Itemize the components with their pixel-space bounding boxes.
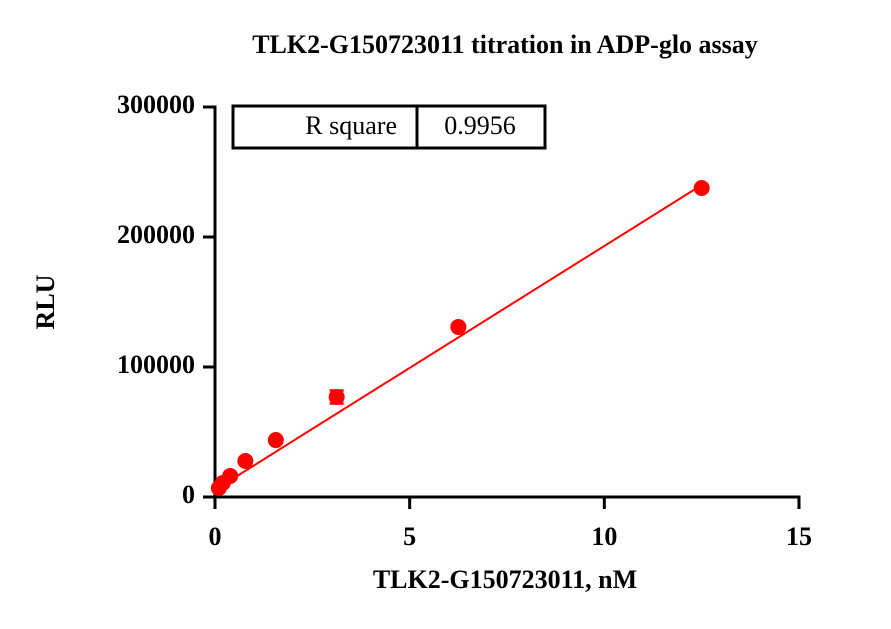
y-tick-label: 200000 [117, 220, 195, 249]
data-point [237, 452, 254, 469]
x-tick-label: 0 [209, 522, 222, 551]
annotation-box [231, 104, 547, 150]
annotation-value: 0.9956 [444, 111, 516, 140]
data-point [693, 179, 710, 196]
y-tick-label: 300000 [117, 90, 195, 119]
chart-title: TLK2-G150723011 titration in ADP-glo ass… [252, 30, 758, 59]
x-tick-label: 15 [786, 522, 812, 551]
data-point [328, 389, 345, 406]
x-tick-label: 5 [403, 522, 416, 551]
y-axis-label: RLU [31, 274, 60, 329]
y-tick-label: 100000 [117, 350, 195, 379]
data-point [267, 432, 284, 449]
x-tick-label: 10 [591, 522, 617, 551]
annotation-label: R square [305, 111, 397, 140]
fit-line [214, 184, 703, 491]
x-axis-label: TLK2-G150723011, nM [373, 565, 637, 594]
data-point [210, 480, 227, 497]
y-tick-label: 0 [182, 480, 195, 509]
data-point [450, 318, 467, 335]
